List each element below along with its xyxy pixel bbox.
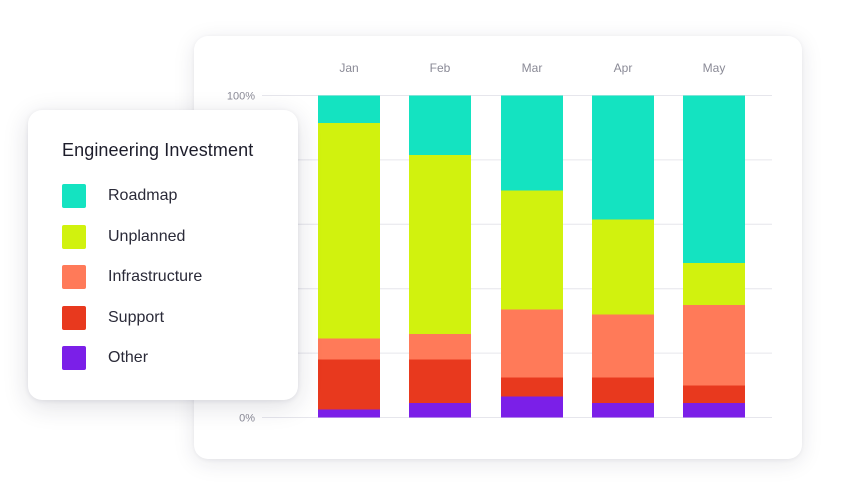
- legend-item: Infrastructure: [62, 265, 202, 289]
- bar-segment: [683, 304, 745, 386]
- bar-segment: [318, 409, 380, 418]
- x-axis-categories: Jan Feb Mar Apr May: [339, 61, 725, 75]
- legend-item: Support: [62, 305, 202, 330]
- bar-segment: [318, 338, 380, 360]
- legend-label: Unplanned: [108, 227, 186, 245]
- bar-segment: [409, 333, 471, 360]
- legend-swatch: [62, 346, 86, 370]
- bar-stack: [683, 95, 745, 418]
- legend-item: Unplanned: [62, 224, 202, 249]
- bar-segment: [409, 359, 471, 404]
- bar-segment: [683, 385, 745, 404]
- x-category-label: May: [703, 61, 726, 75]
- bar-segment: [683, 262, 745, 305]
- bar-segment: [409, 403, 471, 418]
- bar-segment: [318, 122, 380, 339]
- bar-segment: [318, 359, 380, 410]
- legend-swatch: [62, 184, 86, 208]
- y-tick-label: 100%: [227, 91, 255, 103]
- legend-swatch: [62, 305, 86, 330]
- y-axis-ticks: 100% 0%: [227, 91, 255, 425]
- x-category-label: Apr: [614, 61, 633, 75]
- legend-swatch: [62, 224, 86, 249]
- legend-label: Roadmap: [108, 187, 178, 204]
- legend-label: Infrastructure: [108, 268, 203, 285]
- legend-label: Other: [108, 349, 149, 366]
- bar-segment: [409, 95, 471, 156]
- legend-swatch: [62, 265, 86, 289]
- bar-segment: [501, 95, 563, 191]
- bar-segment: [683, 403, 745, 418]
- bars: [318, 95, 745, 418]
- x-category-label: Feb: [430, 61, 451, 75]
- legend: Roadmap Unplanned Infrastructure Support Oth…: [62, 184, 202, 387]
- bar-segment: [501, 396, 563, 418]
- bar-segment: [501, 190, 563, 310]
- bar-segment: [409, 155, 471, 334]
- bar-segment: [592, 314, 654, 378]
- x-category-label: Jan: [339, 61, 358, 75]
- bar-segment: [683, 95, 745, 263]
- legend-label: Support: [108, 308, 165, 326]
- chart-title: Engineering Investment: [62, 140, 254, 160]
- bar-stack: [592, 95, 654, 418]
- bar-stack: [318, 95, 380, 418]
- bar-segment: [592, 377, 654, 404]
- bar-segment: [592, 95, 654, 220]
- bar-segment: [592, 219, 654, 315]
- bar-segment: [501, 309, 563, 378]
- legend-card: Engineering Investment Roadmap Unplanned I…: [28, 110, 298, 400]
- bar-segment: [592, 403, 654, 418]
- bar-segment: [501, 377, 563, 397]
- legend-item: Roadmap: [62, 184, 202, 208]
- y-tick-label: 0%: [239, 413, 255, 425]
- bar-stack: [409, 95, 471, 418]
- legend-item: Other: [62, 346, 202, 370]
- bar-stack: [501, 95, 563, 418]
- x-category-label: Mar: [522, 61, 543, 75]
- bar-segment: [318, 95, 380, 123]
